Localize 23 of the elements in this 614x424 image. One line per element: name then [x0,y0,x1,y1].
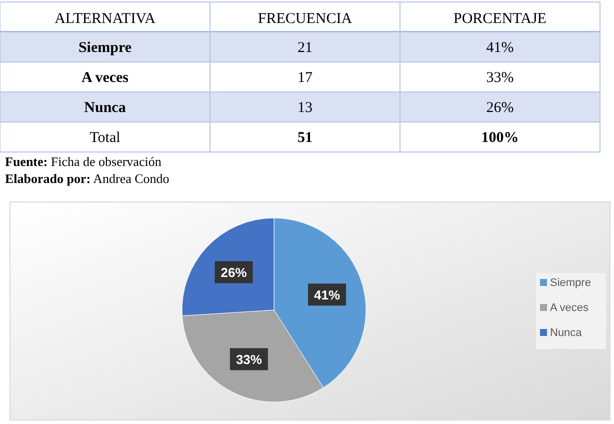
data-label: 33% [236,352,262,368]
text: Elaborado por: Andrea Condo [5,171,170,186]
text: 13 [298,100,312,116]
data-label: 41% [314,288,340,303]
legend-label: Siempre [550,277,591,289]
text: 100% [481,130,519,146]
data-label: 26% [220,265,248,280]
category-label: A veces [81,70,129,86]
text: 26% [486,100,514,116]
category-label: Nunca [84,100,126,116]
category-label: FRECUENCIA [258,11,352,27]
legend-label: Nunca [550,327,583,339]
text: 33% [486,70,514,86]
legend-label: A veces [550,302,590,314]
category-label: Total [90,130,120,146]
category-label: ALTERNATIVA [54,11,156,27]
text: 51 [298,130,312,146]
category-label: PORCENTAJE [454,11,546,27]
category-label: Siempre [78,40,132,56]
text: 21 [298,40,312,56]
source-note: Fuente: Ficha de observación [5,154,162,169]
text: 17 [298,70,312,86]
text: 41% [486,40,514,56]
